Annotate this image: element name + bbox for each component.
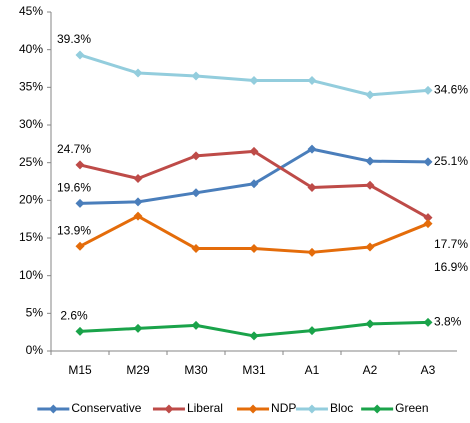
x-tick-label: A3 bbox=[421, 363, 436, 377]
x-tick-label: M30 bbox=[184, 363, 208, 377]
y-tick-label: 0% bbox=[26, 343, 44, 357]
marker bbox=[133, 211, 143, 221]
data-label: 2.6% bbox=[60, 309, 88, 323]
y-tick-label: 40% bbox=[19, 42, 43, 56]
marker bbox=[307, 76, 317, 86]
legend-marker bbox=[372, 404, 382, 414]
x-tick-label: A1 bbox=[305, 363, 320, 377]
marker bbox=[133, 197, 143, 207]
marker bbox=[191, 151, 201, 161]
x-tick-label: M15 bbox=[68, 363, 92, 377]
marker bbox=[249, 76, 259, 86]
marker bbox=[75, 198, 85, 208]
data-label: 17.7% bbox=[434, 237, 468, 251]
legend-label: Conservative bbox=[71, 401, 141, 415]
y-tick-label: 5% bbox=[26, 306, 44, 320]
x-tick-label: M29 bbox=[126, 363, 150, 377]
marker bbox=[249, 244, 259, 254]
y-tick-label: 15% bbox=[19, 230, 43, 244]
marker bbox=[75, 326, 85, 336]
marker bbox=[307, 183, 317, 193]
marker bbox=[191, 188, 201, 198]
legend-marker bbox=[307, 404, 317, 414]
legend-label: Green bbox=[395, 401, 428, 415]
legend-label: Liberal bbox=[187, 401, 223, 415]
data-label: 25.1% bbox=[434, 154, 468, 168]
y-tick-label: 45% bbox=[19, 4, 43, 18]
marker bbox=[75, 50, 85, 60]
y-tick-label: 20% bbox=[19, 193, 43, 207]
marker bbox=[365, 90, 375, 100]
marker bbox=[75, 241, 85, 251]
x-tick-label: M31 bbox=[242, 363, 266, 377]
marker bbox=[191, 320, 201, 330]
data-label: 13.9% bbox=[57, 223, 91, 237]
data-label: 3.8% bbox=[434, 315, 462, 329]
legend-label: Bloc bbox=[330, 401, 353, 415]
marker bbox=[133, 173, 143, 183]
marker bbox=[133, 323, 143, 333]
marker bbox=[307, 247, 317, 257]
marker bbox=[423, 317, 433, 327]
marker bbox=[365, 242, 375, 252]
marker bbox=[249, 331, 259, 341]
series-line bbox=[79, 53, 429, 97]
legend-marker bbox=[164, 404, 174, 414]
legend-marker bbox=[248, 404, 258, 414]
legend-label: NDP bbox=[271, 401, 296, 415]
marker bbox=[191, 244, 201, 254]
data-label: 39.3% bbox=[57, 32, 91, 46]
y-tick-label: 10% bbox=[19, 268, 43, 282]
marker bbox=[365, 156, 375, 166]
marker bbox=[423, 213, 433, 223]
marker bbox=[365, 180, 375, 190]
marker bbox=[307, 326, 317, 336]
y-tick-label: 35% bbox=[19, 80, 43, 94]
data-label: 34.6% bbox=[434, 83, 468, 97]
data-label: 19.6% bbox=[57, 181, 91, 195]
y-tick-label: 30% bbox=[19, 117, 43, 131]
marker bbox=[249, 146, 259, 156]
marker bbox=[423, 219, 433, 229]
marker bbox=[423, 85, 433, 95]
legend-marker bbox=[48, 404, 58, 414]
y-tick-label: 25% bbox=[19, 155, 43, 169]
x-tick-label: A2 bbox=[363, 363, 378, 377]
marker bbox=[423, 157, 433, 167]
data-label: 16.9% bbox=[434, 260, 468, 274]
marker bbox=[133, 68, 143, 78]
data-label: 24.7% bbox=[57, 142, 91, 156]
marker bbox=[365, 319, 375, 329]
marker bbox=[249, 179, 259, 189]
marker bbox=[191, 71, 201, 81]
marker bbox=[75, 160, 85, 170]
marker bbox=[307, 144, 317, 154]
